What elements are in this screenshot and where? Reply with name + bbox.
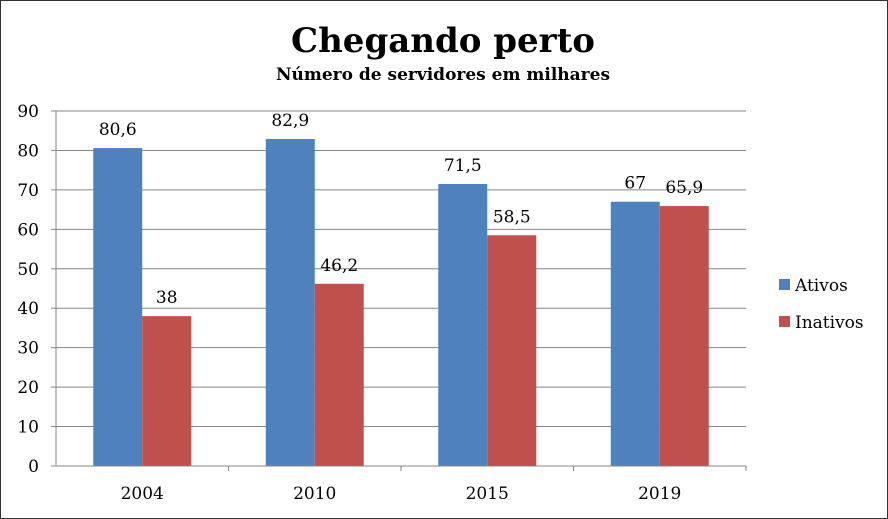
x-tick-label: 2015 [466, 484, 509, 504]
data-label: 38 [156, 288, 178, 308]
bar-ativos-2019 [610, 201, 660, 466]
bar-ativos-2004 [93, 148, 143, 467]
bar-ativos-2010 [265, 139, 315, 466]
data-label: 82,9 [271, 111, 309, 131]
y-tick-label: 80 [17, 141, 39, 161]
y-tick-label: 30 [17, 339, 39, 359]
y-axis: 0 10 20 30 40 50 60 70 80 90 [17, 102, 57, 477]
data-label: 46,2 [320, 256, 358, 276]
x-tick-label: 2010 [293, 484, 336, 504]
y-tick-label: 10 [17, 418, 39, 438]
legend-label-ativos: Ativos [794, 276, 848, 296]
bar-ativos-2015 [438, 183, 488, 466]
bar-inativos-2015 [487, 235, 537, 466]
y-tick-label: 50 [17, 260, 39, 280]
data-label: 67 [624, 174, 646, 194]
y-tick-label: 90 [17, 102, 39, 122]
data-label: 80,6 [99, 120, 137, 140]
y-tick-label: 60 [17, 220, 39, 240]
bars: 80,6 38 82,9 46,2 71,5 58,5 67 65,9 [93, 111, 709, 467]
y-tick-label: 70 [17, 181, 39, 201]
bar-inativos-2010 [314, 283, 364, 466]
bar-inativos-2004 [142, 316, 192, 466]
legend-label-inativos: Inativos [795, 313, 864, 333]
x-tick-label: 2004 [121, 484, 164, 504]
data-label: 71,5 [444, 156, 482, 176]
legend-swatch-ativos [779, 279, 790, 290]
y-tick-label: 20 [17, 378, 39, 398]
legend-swatch-inativos [779, 316, 790, 327]
chart-title: Chegando perto [291, 21, 595, 61]
legend: Ativos Inativos [779, 276, 864, 333]
y-tick-label: 0 [28, 457, 39, 477]
y-tick-label: 40 [17, 299, 39, 319]
data-label: 65,9 [665, 178, 703, 198]
data-label: 58,5 [493, 207, 531, 227]
bar-inativos-2019 [659, 206, 709, 467]
x-axis: 2004 2010 2015 2019 [56, 465, 747, 504]
chart-subtitle: Número de servidores em milhares [276, 65, 610, 85]
x-tick-label: 2019 [638, 484, 681, 504]
